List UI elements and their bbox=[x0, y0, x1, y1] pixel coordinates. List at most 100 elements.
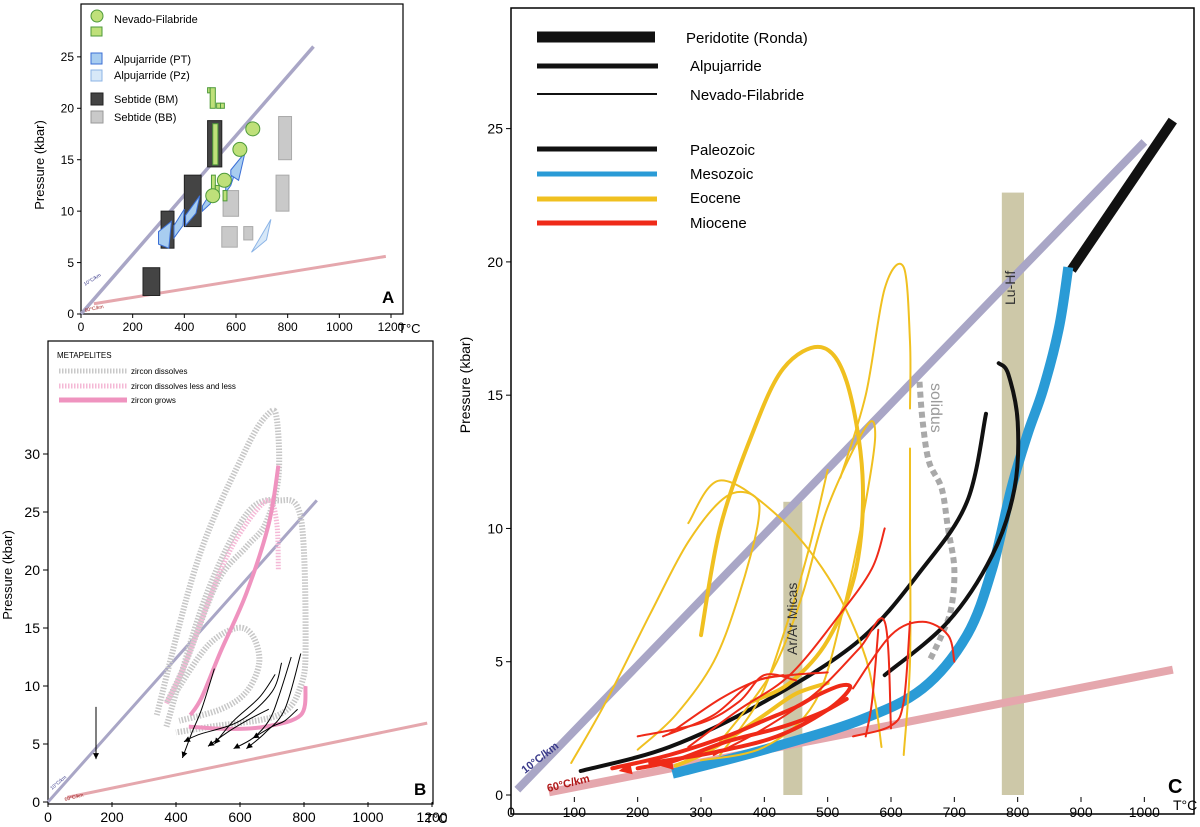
alpujarride-pt-poly bbox=[173, 208, 185, 240]
x-tick-label: 200 bbox=[100, 809, 124, 825]
nevado-filabride-box bbox=[222, 190, 228, 202]
alpujarride-pz-poly bbox=[251, 219, 272, 253]
legend-c-mesozoic: Mesozoic bbox=[690, 166, 754, 183]
legend-c-alpujarride: Alpujarride bbox=[690, 58, 762, 75]
pt-path-paleozoic bbox=[578, 411, 988, 773]
panel-b-marks bbox=[93, 407, 309, 760]
geotherm-60 bbox=[66, 721, 428, 799]
geotherm-10 bbox=[46, 499, 318, 803]
alpujarride-pt-poly bbox=[158, 220, 173, 249]
panel-a-legend: Nevado-Filabride Alpujarride (PT) Alpuja… bbox=[90, 9, 198, 124]
pt-path bbox=[214, 674, 276, 745]
zircon-grows-path bbox=[188, 685, 308, 731]
pt-path-paleozoic bbox=[1067, 117, 1177, 273]
legend-a-nevado: Nevado-Filabride bbox=[114, 14, 198, 26]
panel-c-ticks: 0 100 200 300 400 500 600 700 800 900 1000 0 5 10 15 20… bbox=[487, 121, 1160, 820]
panel-a-geotherms bbox=[79, 45, 387, 316]
y-tick-label: 0 bbox=[32, 794, 40, 810]
pt-path-miocene bbox=[852, 620, 956, 690]
x-tick-label: 400 bbox=[164, 809, 188, 825]
panel-c-label: C bbox=[1168, 776, 1182, 798]
pt-path-miocene bbox=[668, 671, 829, 735]
x-tick-label: 1000 bbox=[352, 809, 383, 825]
y-tick-label: 5 bbox=[495, 654, 503, 670]
y-tick-label: 30 bbox=[24, 446, 40, 462]
legend-c-miocene: Miocene bbox=[690, 215, 747, 232]
panel-a-label: A bbox=[382, 288, 394, 307]
pt-path-arrowhead bbox=[214, 737, 221, 744]
x-tick-label: 600 bbox=[228, 809, 252, 825]
pt-path-arrowhead bbox=[233, 743, 241, 749]
x-tick-label: 800 bbox=[1006, 804, 1030, 820]
legend-nevado-circle bbox=[90, 9, 104, 23]
y-tick-label: 10 bbox=[24, 678, 40, 694]
pt-path-miocene bbox=[610, 682, 853, 771]
nevado-filabride-point bbox=[216, 172, 232, 188]
alpujarride-pt-poly bbox=[230, 152, 246, 182]
panel-b-title: METAPELITES bbox=[57, 351, 112, 360]
pt-path-eocene bbox=[719, 468, 829, 756]
y-tick-label: 15 bbox=[487, 387, 503, 403]
x-tick-label: 600 bbox=[226, 320, 246, 334]
panel-b-ylabel: Pressure (kbar) bbox=[0, 530, 15, 620]
pt-path-miocene bbox=[635, 697, 849, 771]
pt-path-miocene bbox=[636, 673, 797, 738]
geotherm-10 bbox=[514, 139, 1148, 793]
legend-alp-pz-square bbox=[90, 69, 103, 82]
pt-path-paleozoic bbox=[882, 361, 1021, 678]
panel-b-xlabel: T°C bbox=[425, 811, 448, 826]
pt-path-miocene bbox=[852, 620, 911, 738]
x-tick-label: 300 bbox=[689, 804, 713, 820]
arar-label: Ar/Ar Micas bbox=[784, 583, 800, 655]
pt-path-arrowhead bbox=[93, 753, 99, 760]
x-tick-label: 1200 bbox=[416, 809, 447, 825]
legend-bb-square bbox=[90, 110, 104, 124]
pt-path-miocene bbox=[687, 527, 886, 748]
panel-a-xlabel: T°C bbox=[398, 321, 421, 336]
x-tick-label: 900 bbox=[1069, 804, 1093, 820]
pt-path bbox=[207, 708, 270, 747]
y-tick-label: 0 bbox=[67, 307, 74, 321]
miocene-arrowhead bbox=[618, 762, 633, 775]
y-tick-label: 20 bbox=[24, 562, 40, 578]
panel-c-frame bbox=[510, 7, 1195, 815]
pt-path bbox=[183, 662, 283, 743]
x-tick-label: 400 bbox=[753, 804, 777, 820]
panel-a-marks bbox=[142, 87, 293, 296]
x-tick-label: 700 bbox=[943, 804, 967, 820]
y-tick-label: 15 bbox=[61, 153, 75, 167]
legend-c-eocene: Eocene bbox=[690, 190, 741, 207]
x-tick-label: 400 bbox=[174, 320, 194, 334]
pt-path-eocene bbox=[839, 262, 912, 479]
pt-path-arrowhead bbox=[208, 740, 215, 747]
pt-path-arrowhead bbox=[252, 732, 260, 739]
pt-path bbox=[181, 668, 215, 759]
y-tick-label: 5 bbox=[32, 736, 40, 752]
zircon-loop bbox=[163, 497, 309, 736]
panel-c-xlabel: T°C bbox=[1173, 797, 1197, 813]
nevado-filabride-point bbox=[245, 121, 261, 137]
sebtide-bb-box bbox=[221, 226, 238, 248]
y-tick-label: 0 bbox=[495, 787, 503, 803]
sebtide-bb-box bbox=[278, 116, 293, 161]
alpujarride-pt-poly bbox=[185, 195, 201, 227]
panel-b-label: B bbox=[414, 780, 426, 799]
geotherm-60 bbox=[93, 254, 387, 306]
pt-path-eocene bbox=[902, 447, 912, 756]
pt-path bbox=[246, 653, 302, 749]
x-tick-label: 800 bbox=[278, 320, 298, 334]
y-tick-label: 10 bbox=[487, 520, 503, 536]
pt-path-eocene bbox=[687, 479, 883, 748]
legend-c-peridotite: Peridotite (Ronda) bbox=[686, 30, 808, 47]
legend-a-bb: Sebtide (BB) bbox=[114, 112, 176, 124]
pt-path-mesozoic bbox=[671, 266, 1074, 779]
zircon-grows-path bbox=[188, 465, 281, 717]
solidus-label: solidus bbox=[927, 383, 944, 433]
nevado-filabride-point bbox=[232, 141, 248, 157]
panel-a-ylabel: Pressure (kbar) bbox=[32, 120, 47, 210]
zircon-loop bbox=[173, 624, 263, 724]
legend-b-dissolves: zircon dissolves bbox=[131, 367, 187, 376]
pt-path bbox=[233, 656, 292, 750]
nevado-filabride-box bbox=[220, 102, 225, 109]
